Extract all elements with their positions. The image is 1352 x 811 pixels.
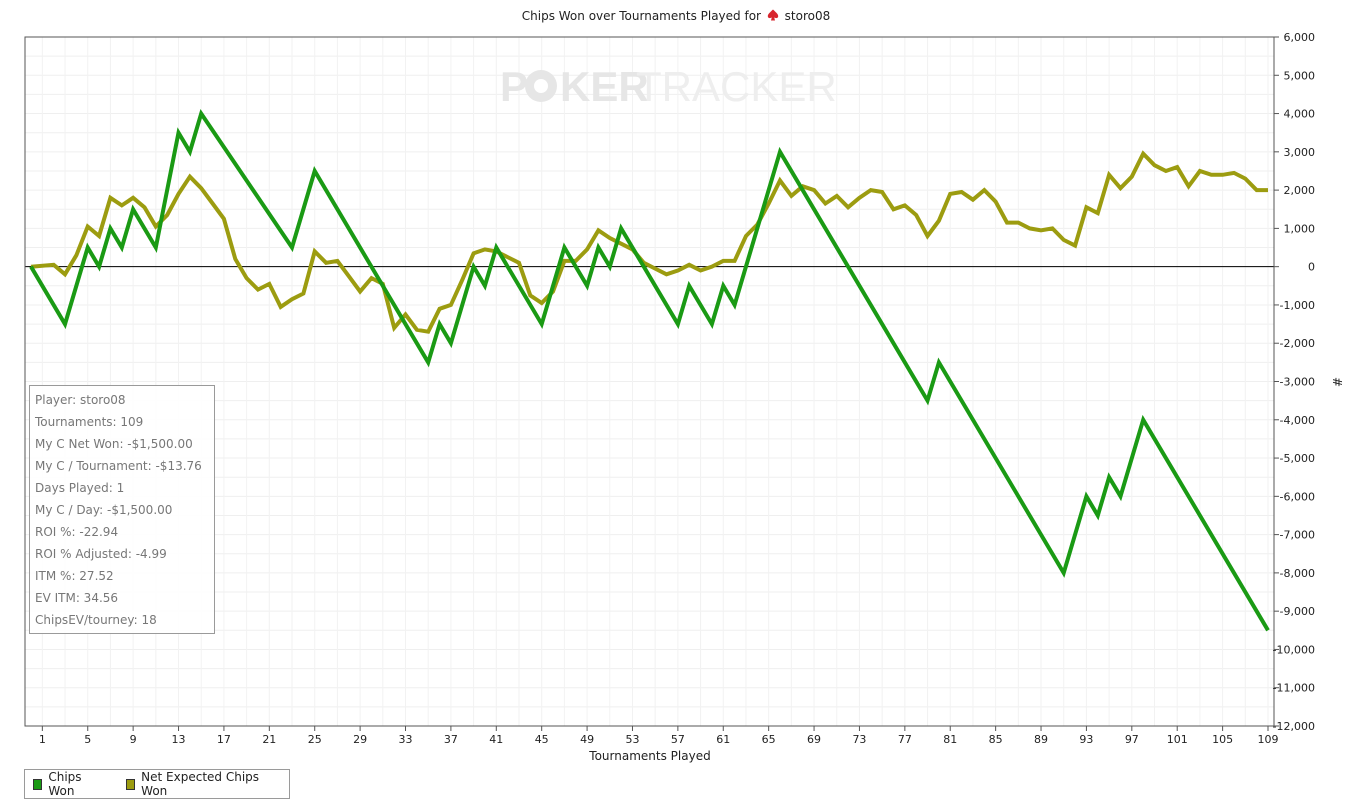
x-tick-label: 17	[217, 733, 231, 746]
y-tick-label: -3,000	[1280, 376, 1315, 389]
y-axis-label: #	[1330, 376, 1345, 388]
x-tick-label: 105	[1212, 733, 1233, 746]
legend: Chips Won Net Expected Chips Won	[24, 769, 290, 799]
x-tick-label: 89	[1034, 733, 1048, 746]
stat-line: ChipsEV/tourney: 18	[35, 613, 157, 627]
chart-title: Chips Won over Tournaments Played for st…	[0, 9, 1352, 23]
stat-line: Tournaments: 109	[35, 415, 144, 429]
watermark-logo-left: P	[500, 63, 528, 110]
chart-title-player: storo08	[784, 9, 831, 23]
x-tick-label: 65	[762, 733, 776, 746]
legend-item: Net Expected Chips Won	[125, 770, 263, 798]
x-tick-label: 93	[1079, 733, 1093, 746]
legend-label: Chips Won	[48, 770, 82, 798]
y-tick-label: -6,000	[1280, 490, 1315, 503]
y-tick-label: 5,000	[1284, 69, 1316, 82]
x-tick-label: 25	[308, 733, 322, 746]
y-tick-label: 4,000	[1284, 108, 1316, 121]
series-layer	[29, 108, 1270, 632]
stat-line: ITM %: 27.52	[35, 569, 114, 583]
spade-icon	[767, 9, 779, 21]
x-tick-label: 45	[535, 733, 549, 746]
x-tick-label: 33	[399, 733, 413, 746]
x-tick-label: 77	[898, 733, 912, 746]
x-tick-label: 73	[852, 733, 866, 746]
x-tick-label: 29	[353, 733, 367, 746]
y-tick-label: -10,000	[1273, 643, 1315, 656]
y-tick-label: -7,000	[1280, 529, 1315, 542]
legend-swatch	[125, 778, 136, 790]
x-axis: 1 5 9 13 17 21 25 29 33 37 41 45 49 53 57 61 65 69 73 77 81 8…	[39, 726, 1279, 746]
y-tick-label: 1,000	[1284, 222, 1316, 235]
y-tick-label: -5,000	[1280, 452, 1315, 465]
x-tick-label: 81	[943, 733, 957, 746]
x-tick-label: 1	[39, 733, 46, 746]
y-tick-label: 2,000	[1284, 184, 1316, 197]
y-tick-label: -9,000	[1280, 605, 1315, 618]
stat-line: My C / Tournament: -$13.76	[35, 459, 202, 473]
y-tick-label: -4,000	[1280, 414, 1315, 427]
y-tick-label: 0	[1308, 261, 1315, 274]
x-tick-label: 9	[130, 733, 137, 746]
x-tick-label: 5	[84, 733, 91, 746]
y-axis: 6,000 5,000 4,000 3,000 2,000 1,000 0 -1,000 -2,…	[1273, 31, 1315, 733]
y-tick-label: -8,000	[1280, 567, 1315, 580]
y-tick-label: -12,000	[1273, 720, 1315, 733]
series-line-1	[30, 150, 1268, 334]
stat-line: My C Net Won: -$1,500.00	[35, 437, 193, 451]
stat-line: ROI % Adjusted: -4.99	[35, 547, 167, 561]
stat-line: My C / Day: -$1,500.00	[35, 503, 173, 517]
x-tick-label: 53	[625, 733, 639, 746]
watermark-chip-icon	[525, 70, 557, 102]
x-tick-label: 41	[489, 733, 503, 746]
series-line-0	[29, 108, 1270, 632]
x-tick-label: 37	[444, 733, 458, 746]
stat-line: Player: storo08	[35, 393, 126, 407]
legend-label: Net Expected Chips Won	[141, 770, 260, 798]
x-tick-label: 85	[989, 733, 1003, 746]
watermark-logo-middle: KER	[560, 63, 649, 110]
x-tick-label: 61	[716, 733, 730, 746]
stat-line: Days Played: 1	[35, 481, 125, 495]
stat-line: ROI %: -22.94	[35, 525, 119, 539]
y-tick-label: -1,000	[1280, 299, 1315, 312]
x-tick-label: 97	[1125, 733, 1139, 746]
y-tick-label: 6,000	[1284, 31, 1316, 44]
legend-item: Chips Won	[33, 770, 100, 798]
x-tick-label: 101	[1167, 733, 1188, 746]
y-tick-label: -11,000	[1273, 682, 1315, 695]
x-tick-label: 21	[262, 733, 276, 746]
x-tick-label: 13	[172, 733, 186, 746]
x-tick-label: 49	[580, 733, 594, 746]
chart-title-prefix: Chips Won over Tournaments Played for	[521, 9, 761, 23]
y-tick-label: 3,000	[1284, 146, 1316, 159]
stats-panel: Player: storo08 Tournaments: 109 My C Net …	[29, 385, 215, 634]
x-axis-label: Tournaments Played	[589, 749, 711, 763]
x-tick-label: 57	[671, 733, 685, 746]
watermark-logo-right: TRACKER	[636, 63, 837, 110]
x-tick-label: 69	[807, 733, 821, 746]
stat-line: EV ITM: 34.56	[35, 591, 119, 605]
x-tick-label: 109	[1258, 733, 1279, 746]
legend-swatch	[33, 778, 43, 790]
y-tick-label: -2,000	[1280, 337, 1315, 350]
